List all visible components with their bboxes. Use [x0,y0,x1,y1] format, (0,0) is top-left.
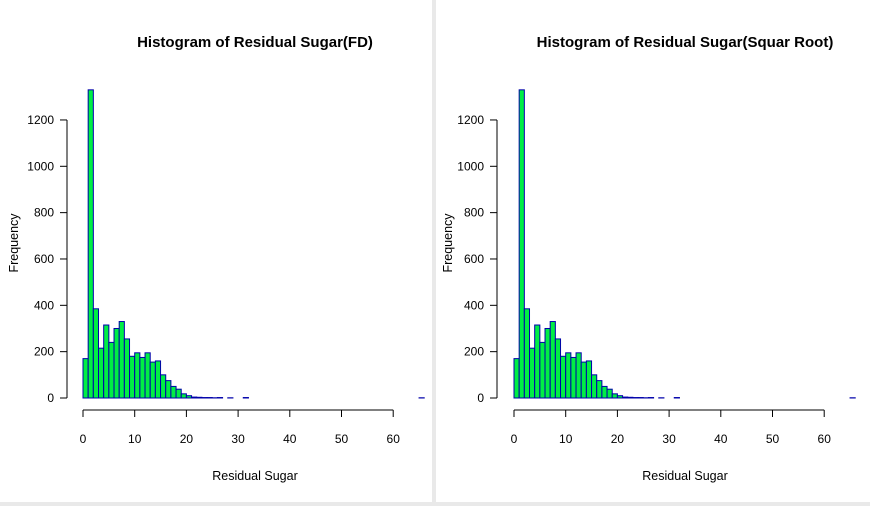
y-axis-label: Frequency [441,213,455,273]
histogram-bar [113,327,120,399]
y-tick-label: 400 [34,298,54,312]
histogram-bar [118,321,125,399]
x-tick-label: 20 [611,432,625,446]
x-tick-label: 0 [80,432,87,446]
histogram-bar [160,374,167,399]
histogram-bar [87,89,94,399]
histogram-bar [139,356,146,399]
histogram-bar [606,388,613,399]
x-tick-label: 10 [559,432,573,446]
histogram-bar [539,341,546,399]
histogram-bar [92,308,100,399]
histogram-bar [196,396,203,399]
histogram-bar [591,374,598,399]
histogram-bar [149,361,156,399]
histogram-panel-fd: Histogram of Residual Sugar(FD) Residual… [0,0,432,502]
chart-title: Histogram of Residual Sugar(FD) [137,34,373,51]
histogram-bar [144,352,151,399]
histogram-bar [191,396,198,399]
histogram-bar [518,89,525,399]
y-tick-label: 1000 [457,159,484,173]
histogram-bars [513,89,856,399]
histogram-bar [616,395,624,399]
y-tick-label: 200 [34,345,54,359]
histogram-bar [129,355,136,399]
histogram-bar [611,393,618,399]
histogram-bar [154,360,162,399]
x-tick-label: 30 [662,432,676,446]
y-tick-label: 1000 [27,159,54,173]
y-tick-label: 200 [464,345,484,359]
histogram-bar [570,356,577,399]
histogram-bar [534,324,541,399]
y-axis-label: Frequency [7,213,21,273]
histogram-panel-sqrt: Histogram of Residual Sugar(Squar Root) … [436,0,870,502]
histogram-bar [165,380,172,399]
histogram-bar [523,308,531,399]
y-tick-label: 800 [464,206,484,220]
histogram-bar [596,380,603,399]
x-axis: 0 10 20 30 40 50 60 [80,409,401,446]
y-tick-label: 600 [464,252,484,266]
y-axis: 0 200 400 600 800 1000 1200 [457,113,498,405]
histogram-bar [180,393,187,399]
histogram-bar [185,395,193,399]
histogram-bar [82,358,89,399]
x-tick-label: 50 [335,432,349,446]
x-tick-label: 10 [128,432,142,446]
histogram-bar [108,341,115,399]
histogram-bar [513,358,520,399]
y-tick-label: 800 [34,206,54,220]
x-tick-label: 0 [511,432,518,446]
x-axis-label: Residual Sugar [212,469,297,483]
histogram-bar [529,347,536,399]
histogram-bar [627,396,634,399]
histogram-bar [123,338,131,399]
histogram-bar [580,361,587,399]
x-tick-label: 20 [180,432,194,446]
chart-title: Histogram of Residual Sugar(Squar Root) [537,34,834,51]
histogram-bar [103,324,110,399]
x-tick-label: 60 [387,432,401,446]
histogram-bar [575,352,582,399]
histogram-bar [601,385,608,399]
y-tick-label: 0 [477,391,484,405]
y-tick-label: 600 [34,252,54,266]
histogram-chart-fd: Histogram of Residual Sugar(FD) Residual… [7,34,425,483]
y-tick-label: 1200 [27,113,54,127]
histogram-bar [585,360,593,399]
histogram-bars [82,89,425,399]
x-tick-label: 40 [714,432,728,446]
x-tick-label: 60 [818,432,832,446]
x-tick-label: 50 [766,432,780,446]
histogram-bar [565,352,572,399]
histogram-bar [175,388,182,399]
y-axis: 0 200 400 600 800 1000 1200 [27,113,68,405]
y-tick-label: 1200 [457,113,484,127]
x-axis-label: Residual Sugar [642,469,727,483]
x-axis: 0 10 20 30 40 50 60 [511,409,832,446]
x-tick-label: 30 [231,432,245,446]
histogram-chart-sqrt: Histogram of Residual Sugar(Squar Root) … [441,34,856,483]
histogram-bar [170,385,177,399]
x-tick-label: 40 [283,432,297,446]
histogram-bar [549,321,556,399]
y-tick-label: 400 [464,298,484,312]
histogram-bar [560,355,567,399]
histogram-bar [554,338,562,399]
histogram-bar [98,347,105,399]
y-tick-label: 0 [47,391,54,405]
histogram-bar [622,396,629,399]
histogram-bar [134,352,141,399]
histogram-bar [544,327,551,399]
